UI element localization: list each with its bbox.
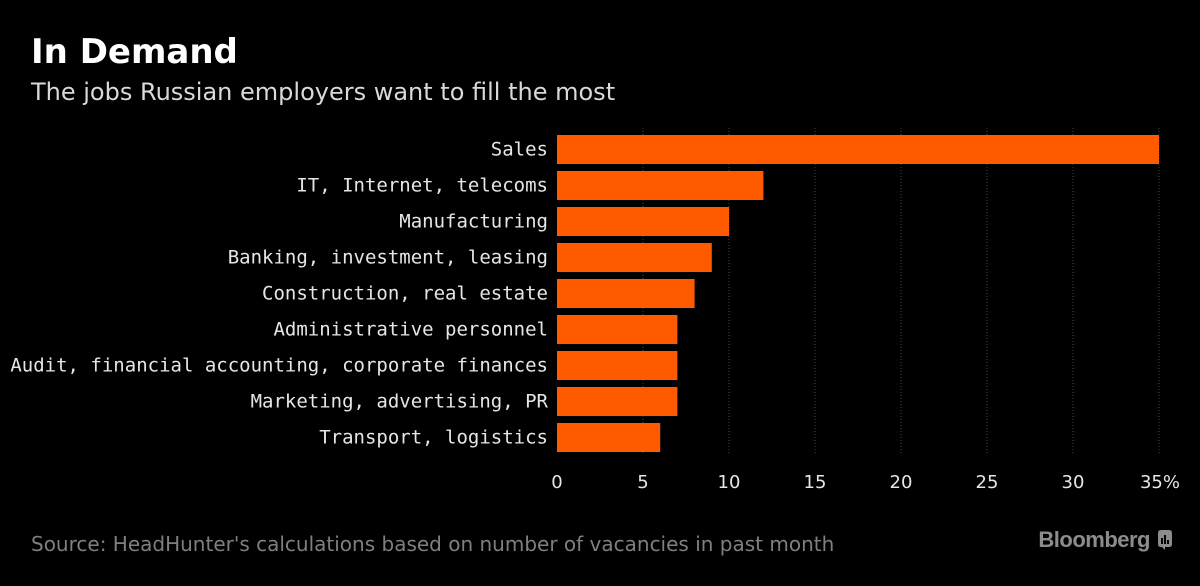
source-note: Source: HeadHunter's calculations based … (31, 532, 835, 556)
category-label-1: Sales (491, 139, 548, 161)
x-tick-label-0: 0 (551, 472, 562, 493)
bar-1 (557, 135, 1159, 164)
bar-9 (557, 423, 661, 452)
category-label-5: Construction, real estate (262, 283, 548, 305)
category-label-9: Transport, logistics (319, 427, 548, 449)
category-labels: Sales IT, Internet, telecoms Manufacturing… (10, 139, 548, 449)
x-tick-label-10: 10 (718, 472, 741, 493)
category-label-2: IT, Internet, telecoms (296, 175, 548, 197)
x-tick-label-30: 30 (1062, 472, 1085, 493)
category-label-3: Manufacturing (399, 211, 548, 233)
category-label-6: Administrative personnel (273, 319, 548, 341)
chart-subtitle: The jobs Russian employers want to fill … (31, 78, 616, 106)
category-label-7: Audit, financial accounting, corporate f… (10, 355, 548, 377)
bar-6 (557, 315, 678, 344)
bar-8 (557, 387, 678, 416)
x-tick-label-20: 20 (890, 472, 913, 493)
brand-logo: Bloomberg (1038, 527, 1174, 553)
bar-3 (557, 207, 729, 236)
x-axis-ticks: 0 5 10 15 20 25 30 35% (551, 472, 1180, 493)
x-tick-label-15: 15 (804, 472, 827, 493)
bar-7 (557, 351, 678, 380)
bar-4 (557, 243, 712, 272)
category-label-8: Marketing, advertising, PR (251, 391, 549, 413)
category-label-4: Banking, investment, leasing (228, 247, 548, 269)
chart-title: In Demand (31, 32, 238, 72)
bar-5 (557, 279, 695, 308)
bars (557, 135, 1159, 452)
x-tick-label-25: 25 (976, 472, 999, 493)
bar-2 (557, 171, 764, 200)
x-tick-label-35: 35% (1140, 472, 1180, 493)
bloomberg-chart-icon (1158, 530, 1172, 550)
x-tick-label-5: 5 (637, 472, 648, 493)
brand-name: Bloomberg (1038, 527, 1150, 552)
